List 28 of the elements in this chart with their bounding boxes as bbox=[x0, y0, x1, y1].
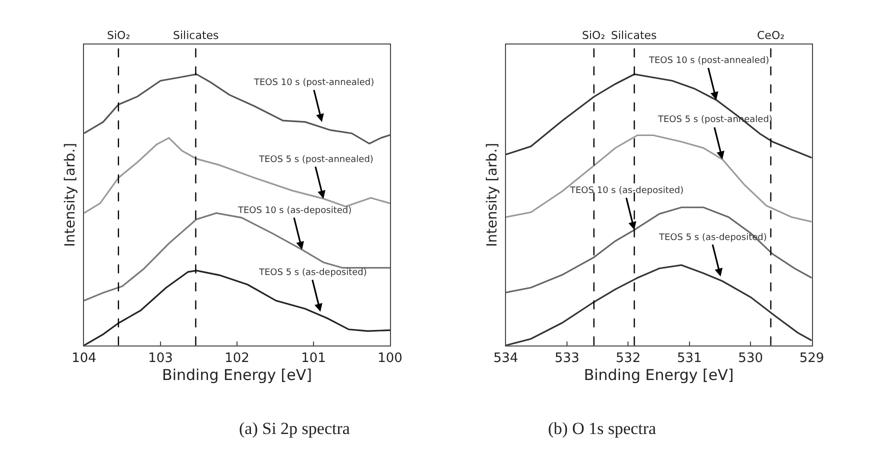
x-axis-title: Binding Energy [eV] bbox=[162, 366, 312, 384]
annotation: TEOS 10 s (as-deposited) bbox=[237, 206, 352, 216]
ref-line-label: Silicates bbox=[611, 29, 658, 42]
annotation: TEOS 5 s (post-annealed) bbox=[258, 155, 374, 165]
x-axis-title: Binding Energy [eV] bbox=[584, 366, 734, 384]
y-axis-title: Intensity [arb.] bbox=[484, 142, 500, 247]
x-tick-label: 531 bbox=[676, 351, 702, 366]
x-tick-label: 530 bbox=[738, 351, 763, 366]
ref-line-label: SiO₂ bbox=[107, 29, 130, 42]
x-tick-label: 104 bbox=[72, 351, 96, 366]
ref-line-label: Silicates bbox=[173, 29, 220, 42]
text: (b) O 1s spectra bbox=[548, 419, 657, 438]
annotation: TEOS 5 s (as-deposited) bbox=[258, 268, 367, 278]
x-tick-label: 100 bbox=[378, 351, 402, 366]
ref-line-label: CeO₂ bbox=[757, 29, 785, 42]
text: (a) Si 2p spectra bbox=[239, 419, 350, 438]
x-tick-label: 529 bbox=[799, 351, 824, 366]
x-tick-label: 534 bbox=[493, 351, 518, 366]
x-tick-label: 103 bbox=[148, 351, 173, 366]
x-tick-label: 102 bbox=[224, 351, 250, 366]
annotation: TEOS 10 s (as-deposited) bbox=[569, 186, 684, 196]
x-tick-label: 101 bbox=[301, 351, 326, 366]
annotation: TEOS 10 s (post-annealed) bbox=[253, 78, 374, 88]
x-tick-label: 533 bbox=[554, 351, 580, 366]
ref-line-label: SiO₂ bbox=[582, 29, 606, 42]
y-axis-title: Intensity [arb.] bbox=[62, 142, 79, 247]
x-tick-label: 532 bbox=[616, 351, 641, 366]
annotation: TEOS 10 s (post-annealed) bbox=[648, 56, 770, 66]
